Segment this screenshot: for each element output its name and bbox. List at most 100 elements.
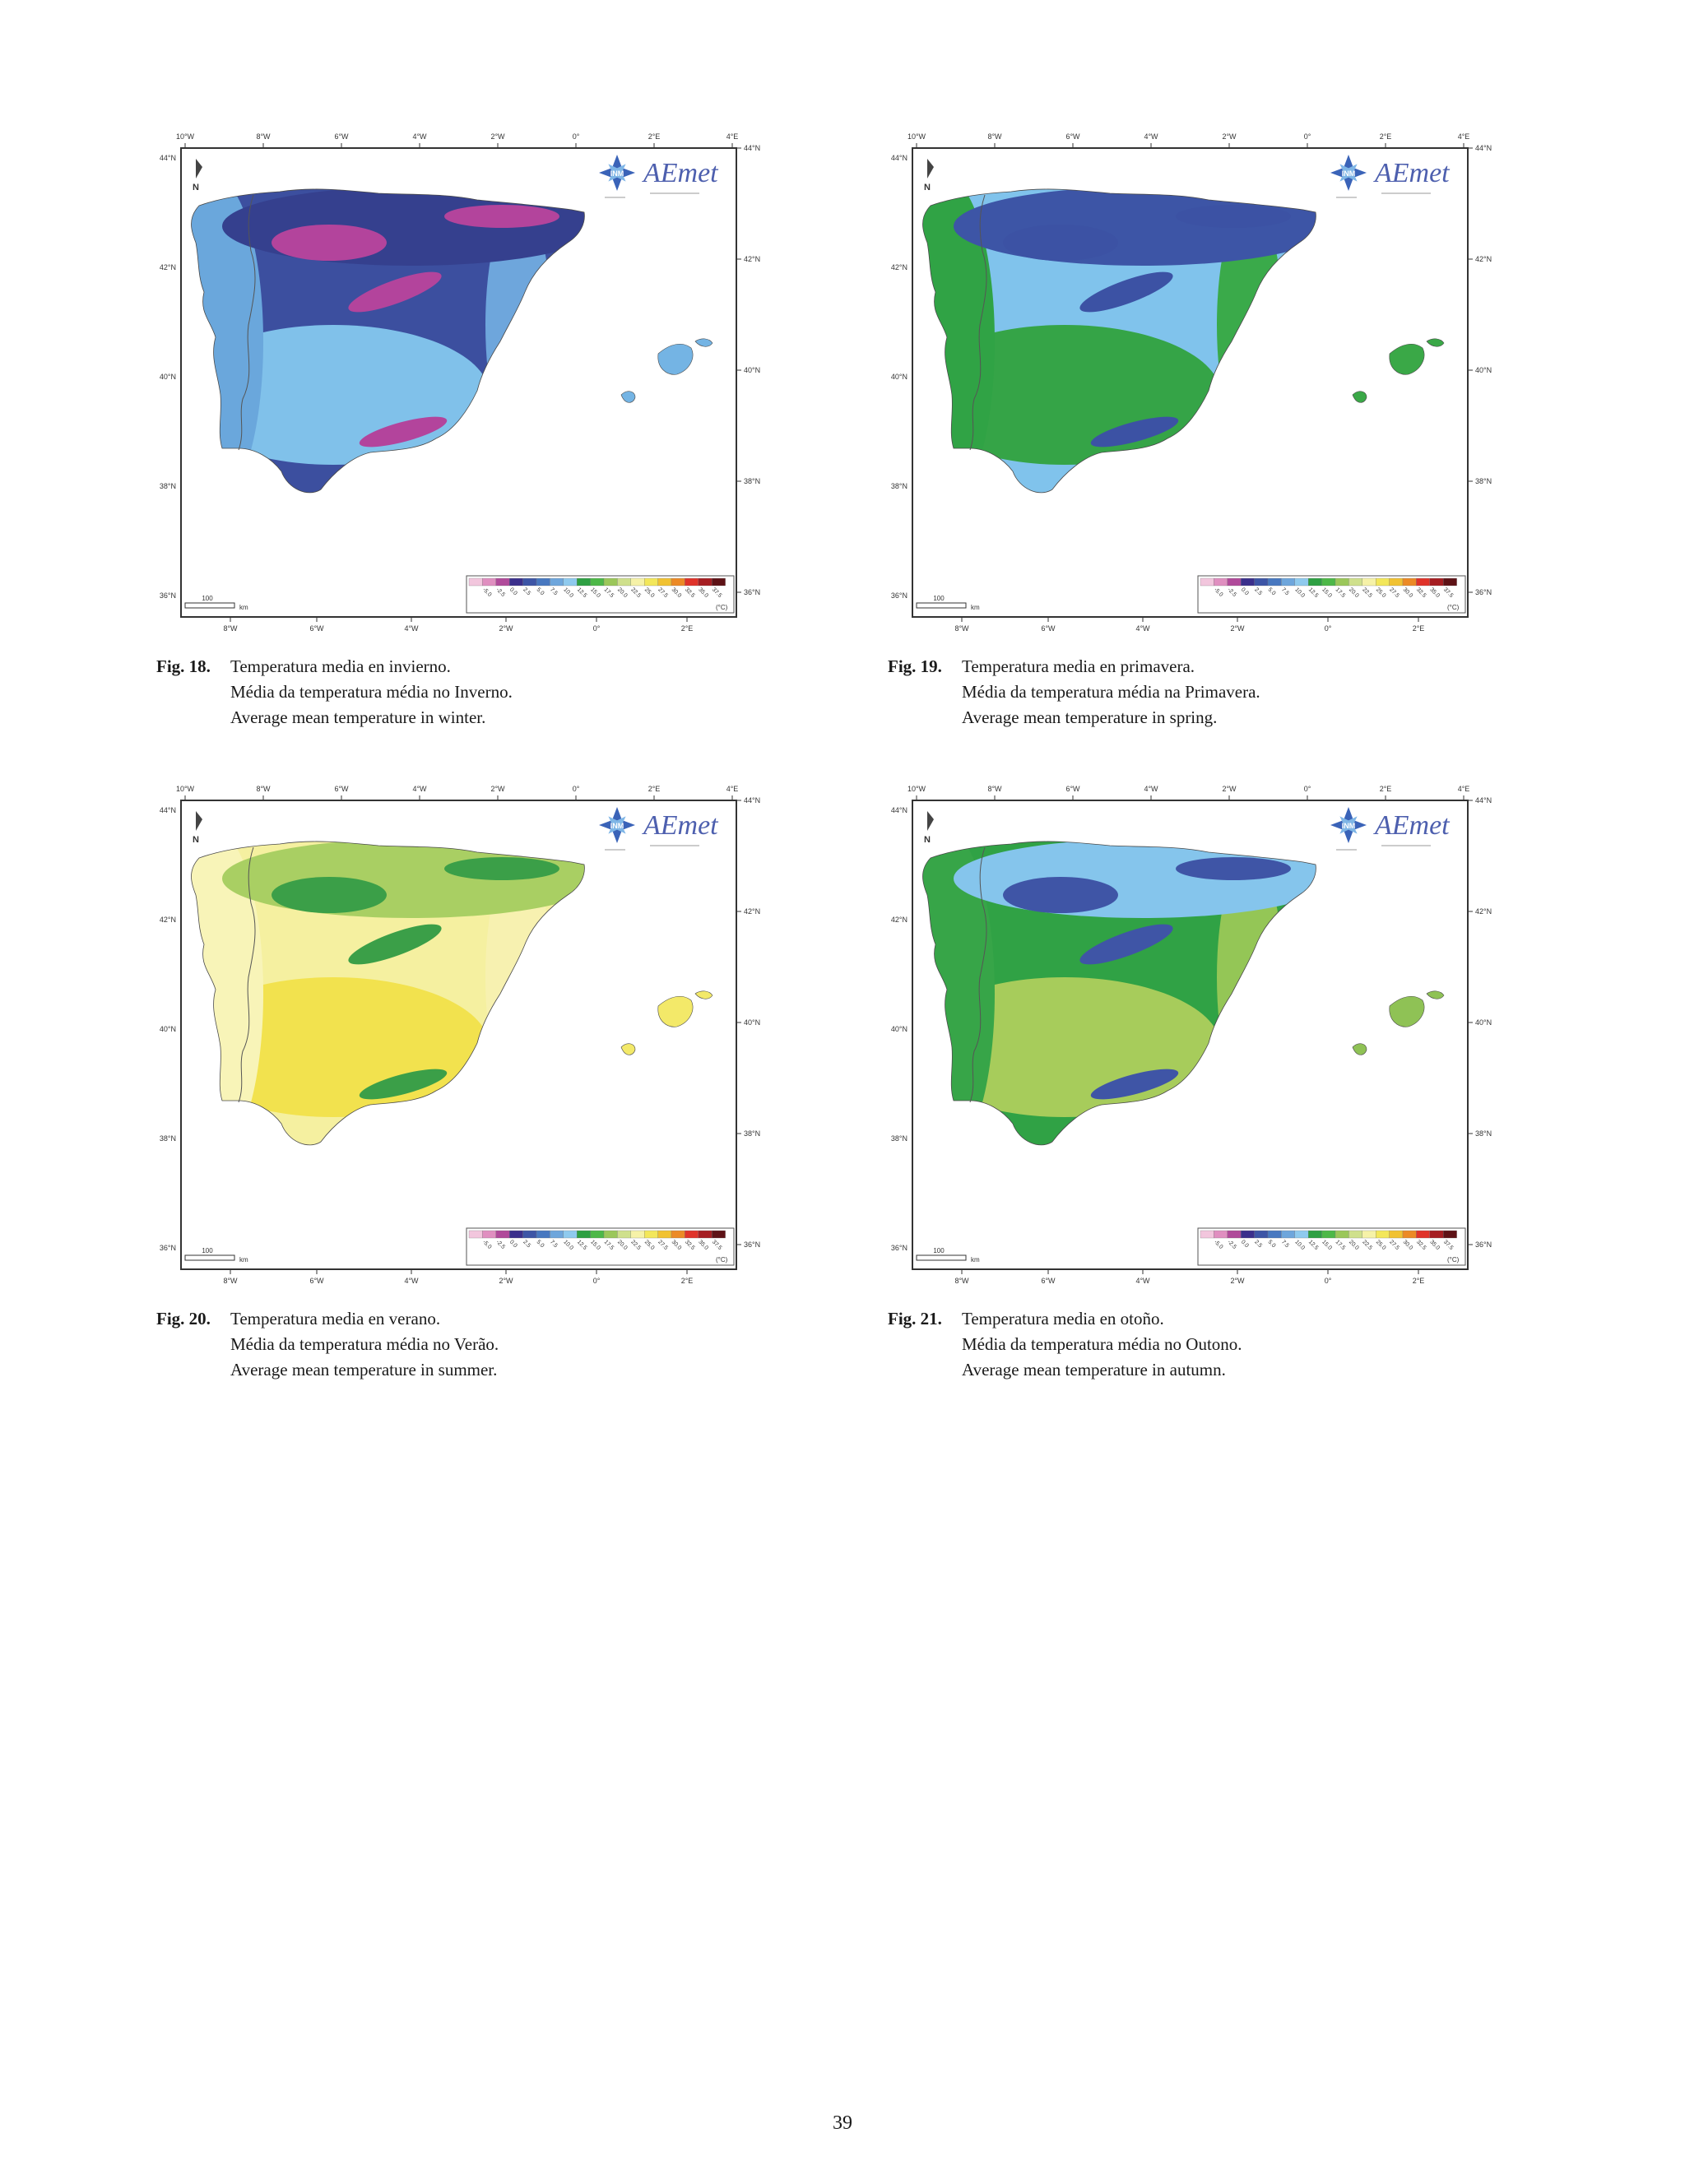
caption-english: Average mean temperature in summer.	[230, 1360, 498, 1379]
latitude-tick-label: 42°N	[891, 916, 907, 924]
legend-swatch	[1241, 1230, 1255, 1239]
balearic-island	[620, 391, 636, 403]
latitude-tick-label: 36°N	[1475, 588, 1492, 596]
legend-swatch	[671, 1230, 685, 1239]
legend-swatch	[671, 577, 685, 587]
legend-swatch	[1200, 577, 1214, 587]
legend-swatch	[590, 1230, 605, 1239]
latitude-tick-label: 44°N	[160, 154, 176, 162]
legend-swatch	[1335, 577, 1349, 587]
latitude-tick-label: 44°N	[744, 144, 760, 152]
latitude-tick-label: 40°N	[891, 1025, 907, 1033]
figure-label: Fig. 20.	[156, 1309, 211, 1328]
latitude-tick-label: 40°N	[160, 373, 176, 381]
north-arrow-icon	[927, 159, 934, 179]
balearic-island	[1389, 343, 1425, 375]
longitude-tick-label: 8°W	[954, 624, 969, 633]
longitude-tick-label: 2°E	[1413, 624, 1425, 633]
longitude-tick-label: 0°	[1325, 624, 1332, 633]
longitude-tick-label: 4°W	[1144, 132, 1158, 141]
legend-swatch	[495, 1230, 510, 1239]
mountain-region	[1176, 857, 1291, 880]
latitude-tick-label: 42°N	[744, 907, 760, 916]
longitude-tick-label: 10°W	[176, 785, 195, 793]
mountain-region	[359, 416, 448, 447]
legend-swatch	[1241, 577, 1255, 587]
longitude-tick-label: 4°E	[726, 785, 739, 793]
north-label: N	[193, 835, 199, 845]
legend-swatch	[712, 1230, 726, 1239]
inm-logo-text: INM	[1342, 169, 1356, 178]
balearic-island	[694, 990, 713, 999]
legend-swatch	[468, 577, 483, 587]
map-svg: 10°W 8°W 6°W 4°W 2°W 0° 2°E 4°E 8°W 6°W 4°W 2°W 0° 2°…	[160, 785, 760, 1285]
legend-swatch	[657, 577, 672, 587]
mountain-region	[444, 205, 559, 228]
longitude-tick-label: 0°	[1304, 785, 1311, 793]
inm-logo-text: INM	[1342, 822, 1356, 830]
legend-value: 2.5	[1253, 1239, 1263, 1249]
figure-label: Fig. 21.	[888, 1309, 942, 1328]
north-label: N	[924, 183, 931, 192]
balearic-island	[1389, 995, 1425, 1027]
latitude-tick-label: 42°N	[744, 255, 760, 263]
legend-swatch	[1376, 1230, 1390, 1239]
balearic-island	[620, 1043, 636, 1055]
legend-swatch	[482, 1230, 496, 1239]
longitude-tick-label: 2°W	[490, 132, 505, 141]
page-number: 39	[833, 2112, 852, 2134]
longitude-tick-label: 2°E	[681, 624, 694, 633]
longitude-tick-label: 0°	[573, 132, 580, 141]
legend-value: 7.5	[1280, 587, 1290, 596]
scale-unit: km	[971, 604, 980, 611]
legend-swatch	[644, 577, 658, 587]
longitude-tick-label: 6°W	[334, 132, 349, 141]
legend-swatch	[1294, 1230, 1309, 1239]
balearic-island	[1426, 990, 1445, 999]
legend-swatch	[563, 1230, 578, 1239]
mountain-region	[1079, 271, 1173, 313]
latitude-tick-label: 36°N	[1475, 1240, 1492, 1249]
longitude-tick-label: 6°W	[1041, 624, 1056, 633]
caption-english: Average mean temperature in autumn.	[962, 1360, 1226, 1379]
latitude-tick-label: 44°N	[891, 806, 907, 814]
latitude-tick-label: 42°N	[160, 263, 176, 271]
longitude-tick-label: 2°W	[1222, 785, 1237, 793]
legend-swatch	[468, 1230, 483, 1239]
longitude-tick-label: 6°W	[309, 1277, 324, 1285]
latitude-tick-label: 42°N	[160, 916, 176, 924]
aemet-logo: AEmet	[642, 810, 719, 841]
mountain-region	[1176, 205, 1291, 228]
caption-english: Average mean temperature in winter.	[230, 707, 486, 727]
legend-swatch	[495, 577, 510, 587]
scale-value: 100	[933, 1247, 945, 1254]
map-svg: 10°W 8°W 6°W 4°W 2°W 0° 2°E 4°E 8°W 6°W 4°W 2°W 0° 2°…	[891, 785, 1492, 1285]
mountain-region	[1090, 1069, 1179, 1100]
latitude-tick-label: 40°N	[1475, 366, 1492, 374]
latitude-tick-label: 36°N	[744, 1240, 760, 1249]
scale-unit: km	[239, 604, 248, 611]
legend-swatch	[1416, 577, 1430, 587]
latitude-tick-label: 38°N	[1475, 477, 1492, 485]
legend-value: 5.0	[1267, 587, 1277, 596]
legend-swatch	[1214, 577, 1228, 587]
legend-swatch	[1416, 1230, 1430, 1239]
latitude-tick-label: 42°N	[891, 263, 907, 271]
legend-swatch	[1267, 1230, 1282, 1239]
temperature-legend: -5.0 -2.5 0.0 2.5 5.0 7.5 10.0 12.5 15.0 17.5 20.0…	[466, 1227, 735, 1266]
longitude-tick-label: 8°W	[987, 132, 1002, 141]
mountain-region	[272, 225, 387, 261]
caption-portuguese: Média da temperatura média no Outono.	[962, 1334, 1242, 1354]
legend-swatch	[509, 577, 523, 587]
latitude-tick-label: 40°N	[1475, 1018, 1492, 1027]
longitude-tick-label: 8°W	[256, 132, 271, 141]
longitude-tick-label: 4°W	[404, 624, 419, 633]
legend-swatch	[617, 1230, 631, 1239]
longitude-tick-label: 0°	[593, 624, 601, 633]
legend-value: 7.5	[1280, 1239, 1290, 1249]
legend-swatch	[1227, 577, 1242, 587]
latitude-tick-label: 42°N	[1475, 255, 1492, 263]
legend-swatch	[1443, 577, 1457, 587]
north-arrow-icon	[196, 159, 202, 179]
legend-unit: (°C)	[716, 604, 728, 611]
